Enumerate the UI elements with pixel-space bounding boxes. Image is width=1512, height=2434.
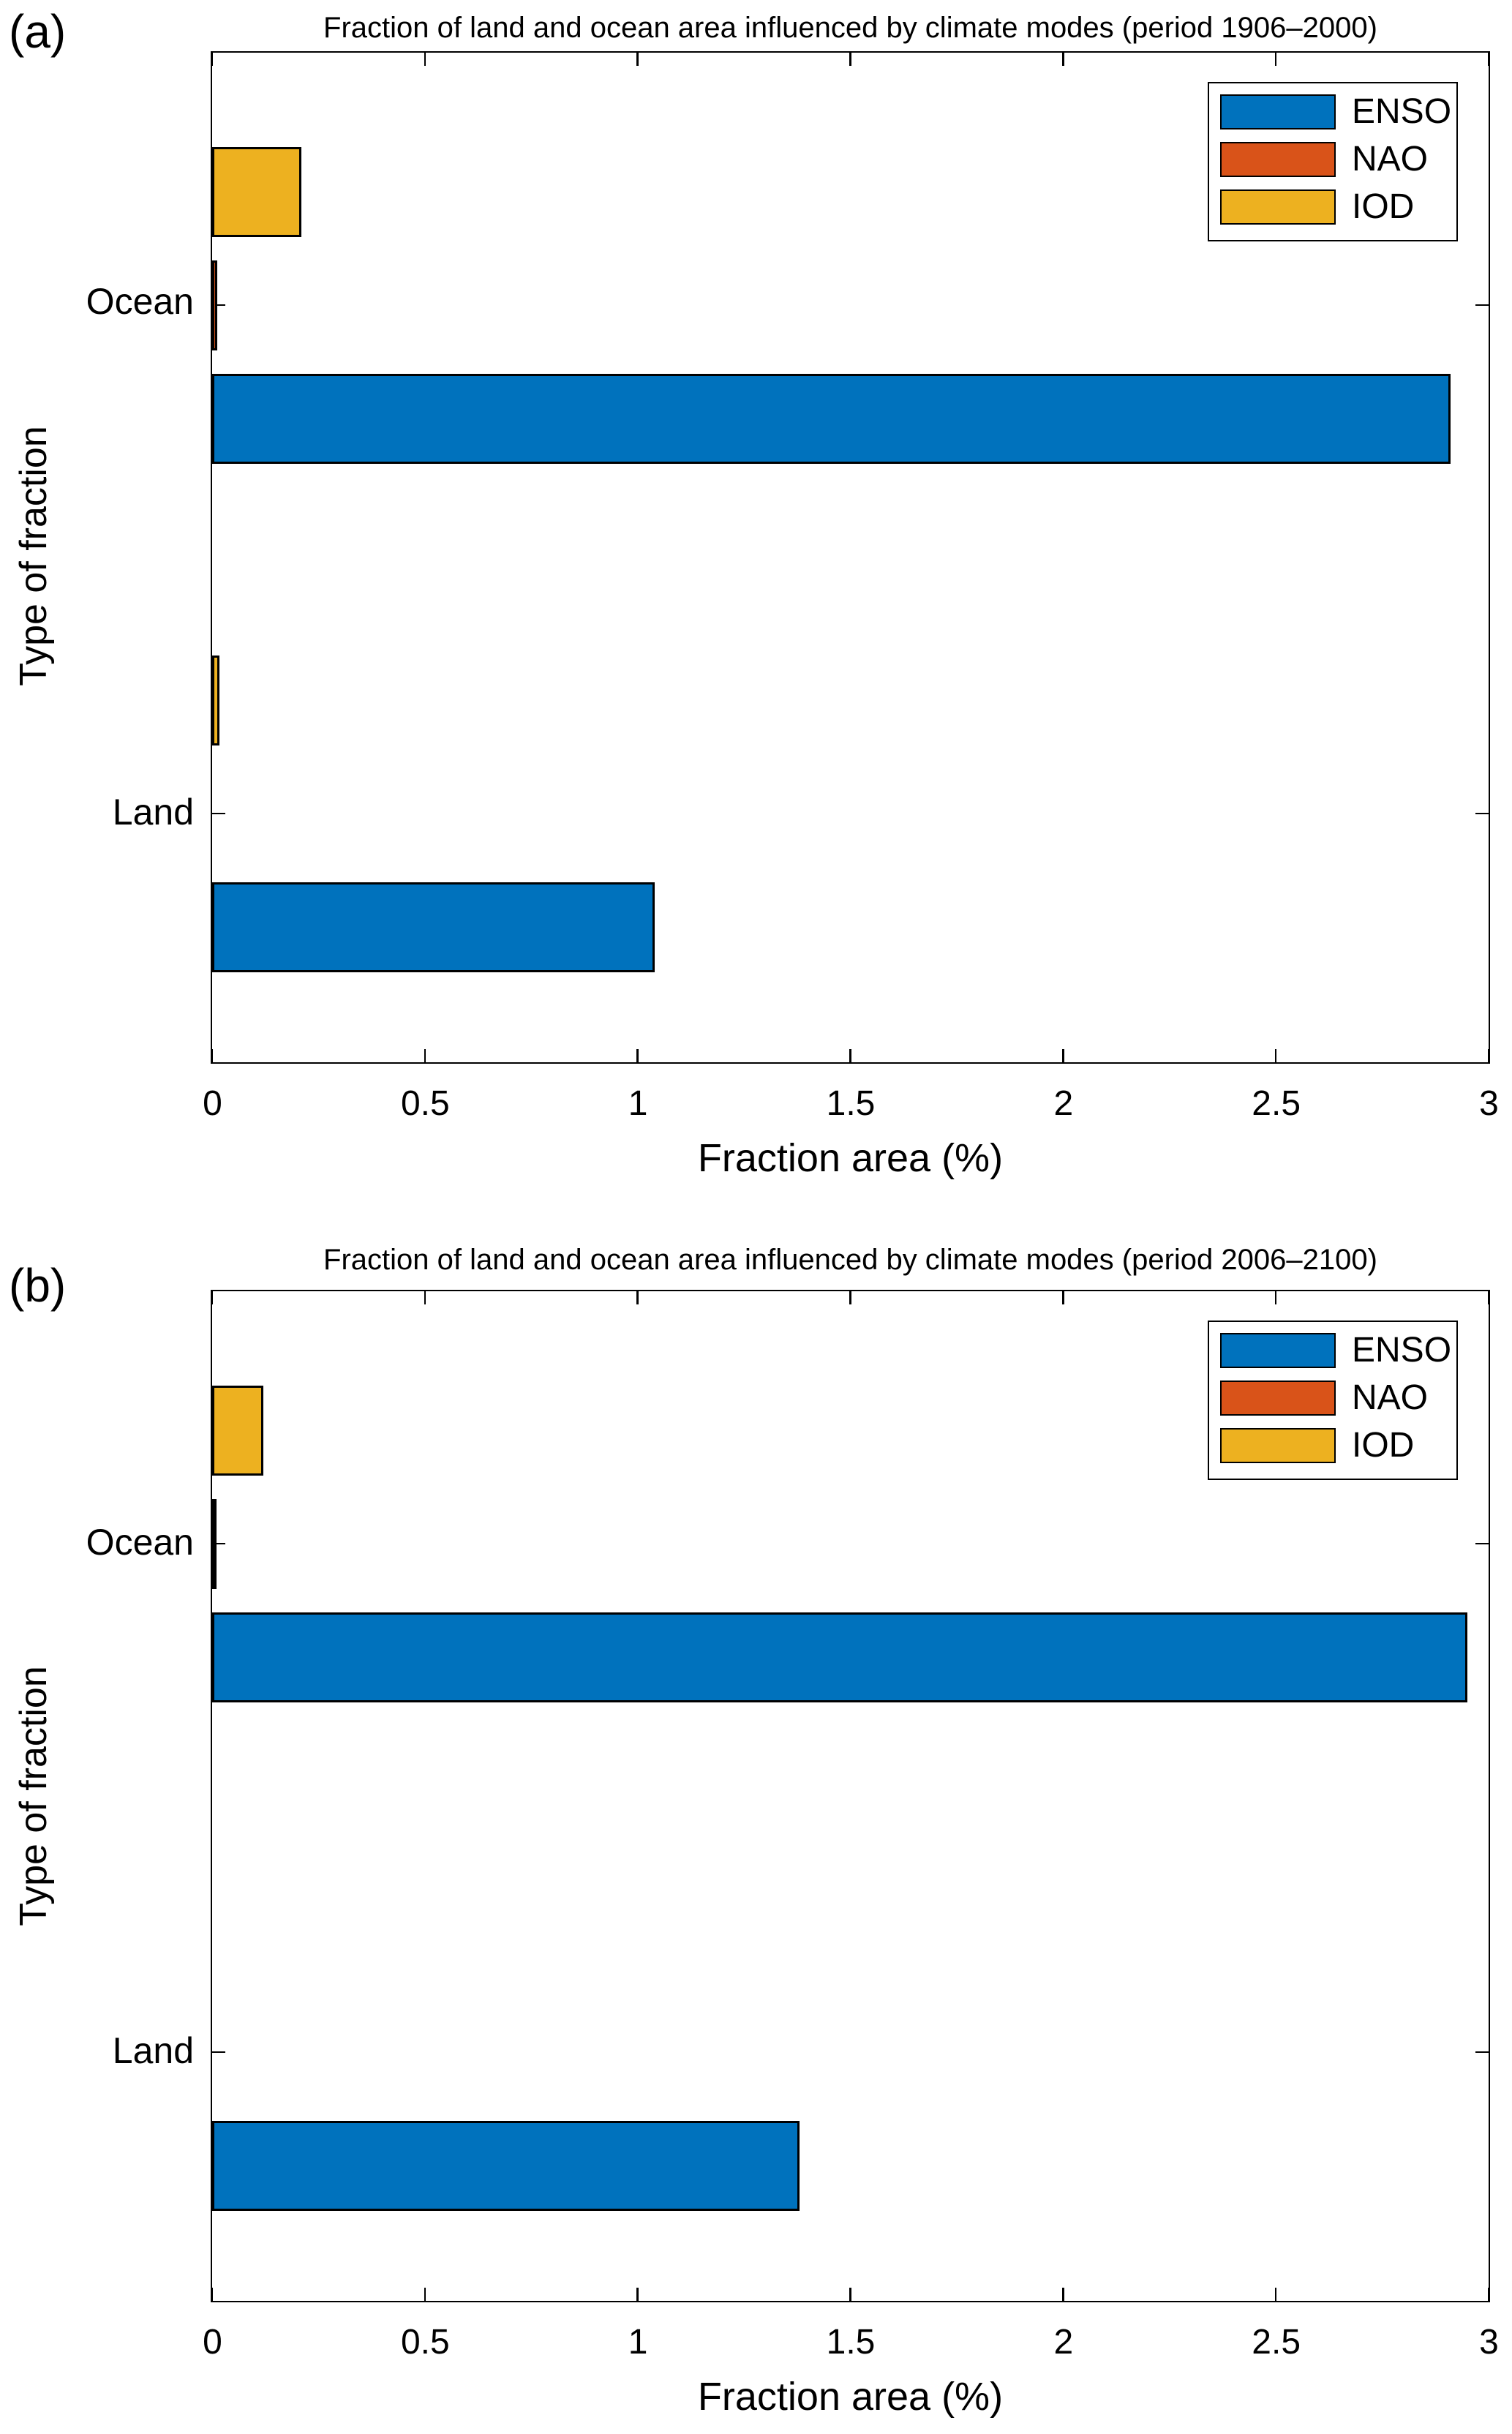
x-tick-mark	[636, 1049, 639, 1062]
legend-swatch-iod	[1220, 1428, 1336, 1463]
legend-item-iod: IOD	[1220, 1428, 1456, 1463]
y-tick-mark	[212, 1542, 225, 1545]
legend-swatch-nao	[1220, 142, 1336, 177]
y-tick-mark	[1475, 304, 1489, 307]
x-tick-mark	[1062, 53, 1064, 66]
x-tick-label: 1.5	[826, 1083, 876, 1123]
x-tick-mark	[1274, 2288, 1277, 2301]
x-tick-label: 2	[1053, 2322, 1074, 2362]
legend-label-nao: NAO	[1352, 140, 1429, 179]
x-tick-label: 1	[628, 2322, 648, 2362]
x-tick-label: 2.5	[1252, 2322, 1301, 2362]
x-tick-mark	[1274, 1049, 1277, 1062]
x-tick-mark	[1062, 1291, 1064, 1304]
legend-swatch-enso	[1220, 94, 1336, 129]
bar-iod-land	[212, 655, 220, 745]
legend-item-nao: NAO	[1220, 142, 1456, 177]
x-tick-mark	[1487, 2288, 1490, 2301]
x-tick-label: 1	[628, 1083, 648, 1123]
legend-swatch-nao	[1220, 1381, 1336, 1416]
panel-label-b: (b)	[9, 1259, 67, 1312]
legend-item-nao: NAO	[1220, 1381, 1456, 1416]
category-label-ocean-a: Ocean	[86, 281, 194, 322]
bar-enso-ocean	[212, 1612, 1467, 1702]
legend-label-enso: ENSO	[1352, 92, 1452, 131]
panel-label-a: (a)	[9, 5, 67, 58]
x-tick-mark	[636, 53, 639, 66]
bar-enso-land	[212, 882, 655, 972]
bar-enso-land	[212, 2120, 800, 2211]
x-tick-label: 2.5	[1252, 1083, 1301, 1123]
x-tick-label: 0	[203, 2322, 222, 2362]
plot-area-b: ENSO NAO IOD	[211, 1290, 1490, 2302]
x-tick-mark	[424, 53, 426, 66]
x-tick-mark	[1487, 1049, 1490, 1062]
bar-enso-ocean	[212, 373, 1451, 464]
plot-area-a: ENSO NAO IOD	[211, 51, 1490, 1064]
y-axis-label-b: Type of fraction	[12, 1666, 55, 1926]
x-tick-mark	[1062, 2288, 1064, 2301]
bar-nao-ocean	[212, 260, 217, 350]
x-axis-label-b: Fraction area (%)	[697, 2375, 1004, 2419]
x-tick-mark	[424, 1291, 426, 1304]
legend-b: ENSO NAO IOD	[1208, 1321, 1458, 1480]
y-tick-mark	[1475, 812, 1489, 815]
category-label-land-a: Land	[112, 792, 194, 833]
legend-label-iod: IOD	[1352, 187, 1415, 226]
y-tick-mark	[1475, 2051, 1489, 2054]
chart-title-a: Fraction of land and ocean area influenc…	[323, 12, 1377, 44]
legend-swatch-enso	[1220, 1333, 1336, 1368]
x-tick-label: 3	[1479, 2322, 1499, 2362]
bar-iod-ocean	[212, 1385, 263, 1476]
x-tick-mark	[849, 1049, 851, 1062]
x-tick-mark	[424, 1049, 426, 1062]
y-tick-mark	[212, 304, 225, 307]
x-tick-mark	[211, 2288, 214, 2301]
legend-swatch-iod	[1220, 189, 1336, 225]
x-tick-label: 3	[1479, 1083, 1499, 1123]
category-label-land-b: Land	[112, 2030, 194, 2071]
x-tick-mark	[636, 2288, 639, 2301]
x-tick-mark	[1274, 53, 1277, 66]
x-tick-mark	[1274, 1291, 1277, 1304]
x-tick-mark	[1487, 1291, 1490, 1304]
x-tick-mark	[849, 1291, 851, 1304]
legend-label-iod: IOD	[1352, 1426, 1415, 1465]
y-tick-mark	[212, 812, 225, 815]
x-tick-label: 1.5	[826, 2322, 876, 2362]
x-tick-mark	[211, 1291, 214, 1304]
x-tick-label: 0.5	[400, 1083, 450, 1123]
bar-nao-ocean	[212, 1498, 217, 1589]
x-tick-mark	[849, 53, 851, 66]
x-tick-mark	[636, 1291, 639, 1304]
y-axis-label-a: Type of fraction	[12, 426, 55, 686]
x-axis-label-a: Fraction area (%)	[697, 1136, 1004, 1180]
x-tick-label: 2	[1053, 1083, 1074, 1123]
x-tick-label: 0	[203, 1083, 222, 1123]
legend-label-nao: NAO	[1352, 1378, 1429, 1417]
x-tick-mark	[211, 1049, 214, 1062]
x-tick-mark	[424, 2288, 426, 2301]
legend-item-iod: IOD	[1220, 189, 1456, 225]
legend-a: ENSO NAO IOD	[1208, 82, 1458, 241]
x-tick-mark	[1487, 53, 1490, 66]
x-tick-mark	[1062, 1049, 1064, 1062]
y-tick-mark	[212, 2051, 225, 2054]
category-label-ocean-b: Ocean	[86, 1522, 194, 1563]
bar-iod-ocean	[212, 146, 302, 237]
y-tick-mark	[1475, 1542, 1489, 1545]
chart-title-b: Fraction of land and ocean area influenc…	[323, 1244, 1377, 1276]
x-tick-mark	[211, 53, 214, 66]
legend-item-enso: ENSO	[1220, 1333, 1456, 1368]
x-tick-mark	[849, 2288, 851, 2301]
legend-item-enso: ENSO	[1220, 94, 1456, 129]
x-tick-label: 0.5	[400, 2322, 450, 2362]
legend-label-enso: ENSO	[1352, 1331, 1452, 1370]
